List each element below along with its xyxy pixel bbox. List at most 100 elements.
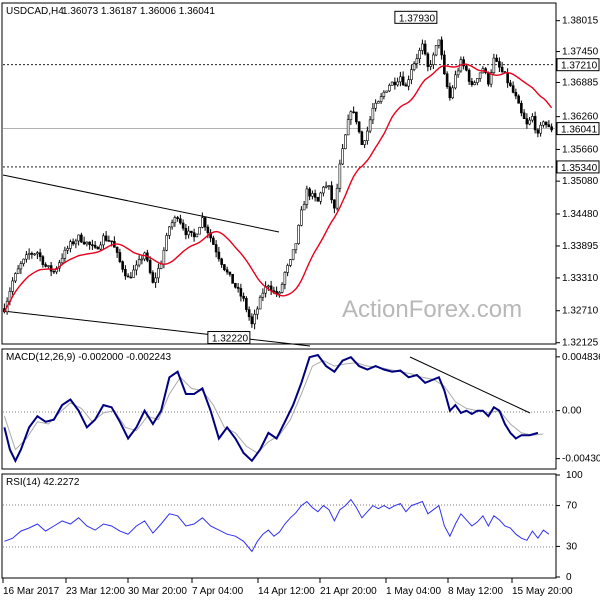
- price-axis: 1.38015 1.37450 1.36885 1.36260 1.35660 1.350…: [556, 16, 599, 349]
- candle-body: [520, 102, 523, 114]
- candle-body: [283, 272, 287, 285]
- candle-body: [305, 188, 309, 205]
- tagged-level-label: 1.35340: [561, 163, 598, 174]
- candle-body: [533, 116, 537, 131]
- time-tick-label: 23 Mar 12:00: [66, 586, 125, 597]
- candle-body: [308, 188, 311, 197]
- candle-body: [522, 112, 526, 119]
- candle-body: [170, 222, 174, 228]
- candle-body: [470, 81, 474, 85]
- price-tick-label: 1.35660: [562, 144, 599, 155]
- candle-body: [99, 244, 102, 250]
- candle-body: [322, 186, 325, 194]
- candle-body: [258, 296, 262, 310]
- candle-body: [220, 258, 223, 265]
- candle-body: [234, 283, 237, 288]
- candle-body: [390, 81, 394, 86]
- candle-body: [404, 84, 408, 87]
- candle-body: [302, 204, 306, 211]
- candle-body: [509, 82, 512, 86]
- price-tick-label: 1.38015: [562, 16, 599, 27]
- time-tick-label: 21 Apr 20:00: [320, 586, 377, 597]
- tagged-level-label: 1.37210: [561, 61, 598, 72]
- candlesticks: [3, 36, 553, 330]
- candle-body: [206, 226, 210, 234]
- candle-body: [212, 237, 215, 245]
- candle-body: [168, 226, 171, 236]
- rsi-tick-label: 30: [566, 541, 578, 552]
- candle-body: [492, 57, 496, 73]
- candle-body: [96, 247, 100, 250]
- candle-body: [82, 241, 86, 245]
- extreme-annotation-label: 1.32220: [212, 334, 249, 345]
- candle-body: [547, 124, 551, 128]
- candle-body: [489, 72, 493, 85]
- macd-tick-label: -0.004307: [562, 454, 600, 465]
- candle-body: [225, 269, 229, 273]
- candle-body: [27, 253, 31, 256]
- candle-body: [338, 163, 342, 189]
- candle-body: [250, 316, 254, 325]
- candle-body: [346, 119, 350, 136]
- candle-body: [38, 252, 42, 257]
- last-price-label: 1.36041: [561, 125, 598, 136]
- candle-body: [517, 95, 520, 104]
- channel-lower-line: [2, 310, 311, 347]
- candle-body: [487, 72, 490, 85]
- candle-body: [66, 248, 69, 251]
- candle-body: [129, 276, 133, 279]
- macd-axis: 0.004836 0.00 -0.004307: [556, 352, 600, 465]
- candle-body: [242, 295, 245, 299]
- price-tick-label: 1.33895: [562, 241, 599, 252]
- candle-body: [445, 73, 449, 87]
- candle-body: [465, 65, 468, 71]
- candle-body: [11, 280, 14, 292]
- candle-body: [60, 258, 64, 264]
- candle-body: [478, 72, 482, 79]
- candle-body: [19, 263, 23, 270]
- candle-body: [104, 235, 108, 241]
- candle-body: [355, 111, 358, 123]
- macd-main-line: [3, 353, 539, 464]
- candle-body: [181, 222, 185, 229]
- candle-body: [437, 39, 441, 46]
- candle-body: [135, 264, 138, 271]
- candle-body: [41, 256, 45, 265]
- candle-body: [476, 78, 479, 83]
- candle-body: [44, 264, 47, 267]
- candle-body: [531, 116, 534, 121]
- candle-body: [132, 269, 135, 278]
- candle-body: [399, 76, 402, 83]
- candle-body: [506, 72, 509, 84]
- candle-body: [74, 240, 78, 245]
- time-tick-label: 15 May 20:00: [512, 586, 573, 597]
- candle-body: [55, 267, 58, 273]
- candle-body: [291, 249, 295, 260]
- rsi-tick-label: 100: [566, 470, 583, 481]
- candle-body: [333, 199, 336, 209]
- macd-tick-label: 0.004836: [562, 352, 600, 363]
- candle-body: [511, 85, 515, 93]
- candle-body: [514, 92, 518, 97]
- candle-body: [261, 292, 265, 298]
- candle-body: [407, 79, 410, 87]
- candle-body: [374, 102, 377, 109]
- candle-body: [426, 53, 430, 67]
- rsi-tick-label: 0: [566, 572, 572, 583]
- candle-body: [382, 91, 386, 97]
- candle-body: [388, 85, 391, 92]
- price-tick-label: 1.34480: [562, 209, 599, 220]
- macd-trendline: [409, 356, 531, 414]
- candle-body: [36, 252, 39, 255]
- candle-body: [443, 54, 446, 75]
- candle-body: [393, 81, 397, 86]
- candle-body: [500, 66, 504, 72]
- channel-lines: [2, 174, 311, 347]
- candle-body: [366, 130, 369, 141]
- candle-body: [473, 82, 476, 85]
- candle-body: [223, 264, 226, 271]
- candle-body: [495, 57, 498, 62]
- time-tick-label: 1 May 04:00: [386, 586, 441, 597]
- candle-body: [93, 244, 97, 248]
- candle-body: [462, 59, 465, 67]
